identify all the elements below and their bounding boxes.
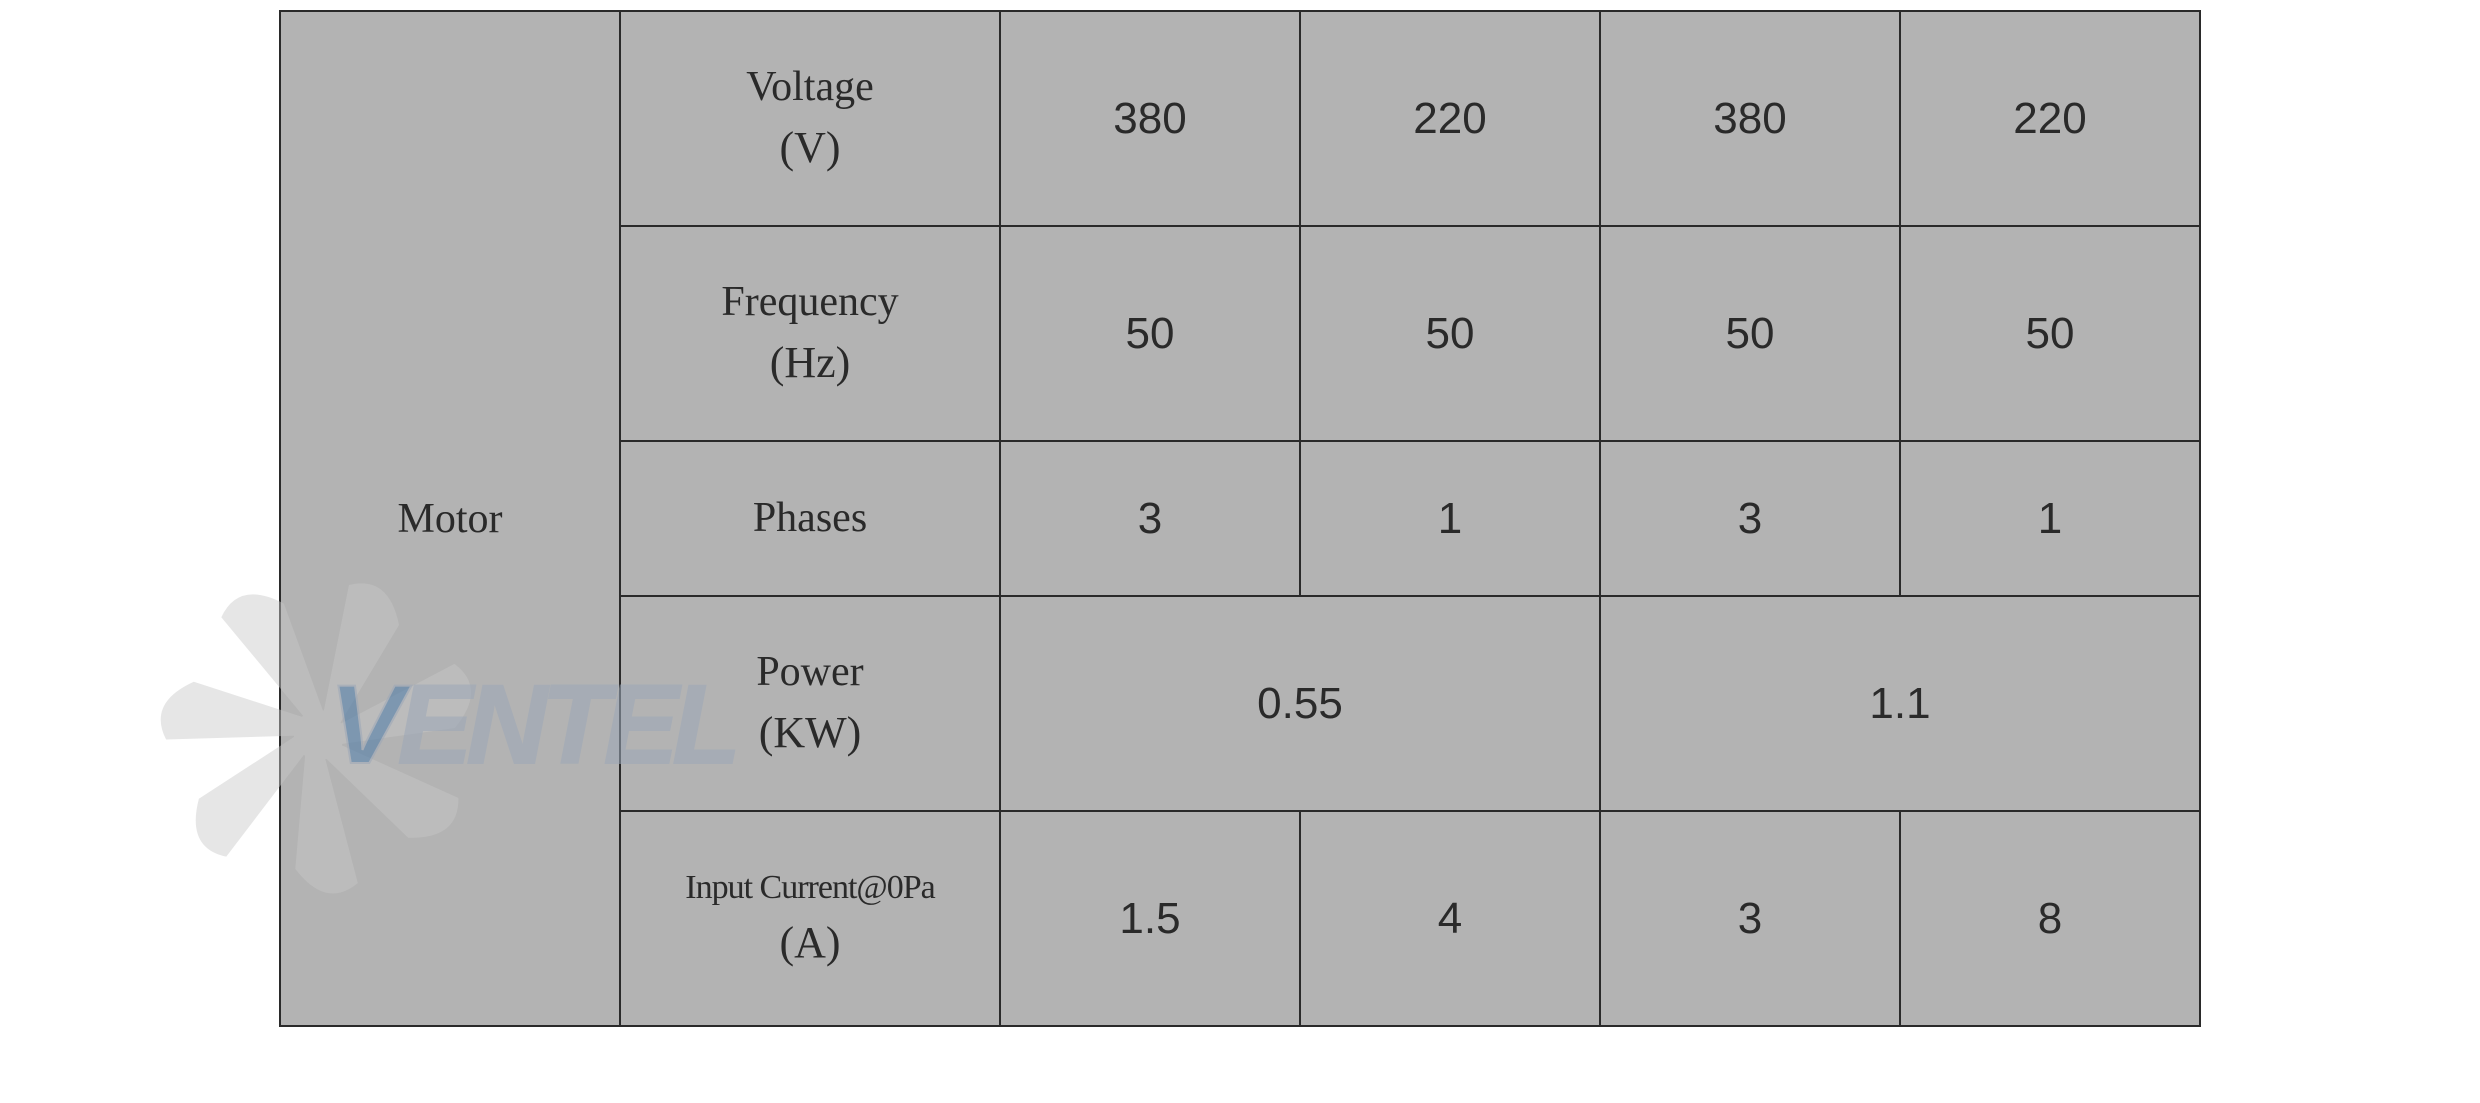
param-phases: Phases [620, 441, 1000, 596]
cell-value-merged: 0.55 [1000, 596, 1600, 811]
table-row: Motor Voltage (V) 380 220 380 220 [280, 11, 2200, 226]
cell-value: 220 [1900, 11, 2200, 226]
motor-spec-table: Motor Voltage (V) 380 220 380 220 Freque… [279, 10, 2201, 1027]
cell-value: 380 [1600, 11, 1900, 226]
cell-value: 50 [1000, 226, 1300, 441]
table-container: Motor Voltage (V) 380 220 380 220 Freque… [279, 10, 2201, 1027]
param-power: Power (KW) [620, 596, 1000, 811]
param-label: Frequency [621, 273, 999, 332]
cell-value: 8 [1900, 811, 2200, 1026]
param-voltage: Voltage (V) [620, 11, 1000, 226]
cell-value: 50 [1300, 226, 1600, 441]
param-label: Input Current@0Pa [621, 864, 999, 912]
cell-value: 4 [1300, 811, 1600, 1026]
cell-value: 3 [1000, 441, 1300, 596]
motor-header: Motor [280, 11, 620, 1026]
param-input-current: Input Current@0Pa (A) [620, 811, 1000, 1026]
param-unit: (Hz) [621, 332, 999, 394]
cell-value: 220 [1300, 11, 1600, 226]
cell-value: 50 [1600, 226, 1900, 441]
cell-value: 50 [1900, 226, 2200, 441]
param-unit: (KW) [621, 702, 999, 764]
cell-value: 380 [1000, 11, 1300, 226]
cell-value: 3 [1600, 441, 1900, 596]
cell-value-merged: 1.1 [1600, 596, 2200, 811]
param-unit: (V) [621, 117, 999, 179]
param-label: Phases [621, 489, 999, 548]
cell-value: 1.5 [1000, 811, 1300, 1026]
cell-value: 1 [1300, 441, 1600, 596]
param-unit: (A) [621, 912, 999, 974]
param-frequency: Frequency (Hz) [620, 226, 1000, 441]
param-label: Voltage [621, 58, 999, 117]
cell-value: 3 [1600, 811, 1900, 1026]
param-label: Power [621, 643, 999, 702]
cell-value: 1 [1900, 441, 2200, 596]
